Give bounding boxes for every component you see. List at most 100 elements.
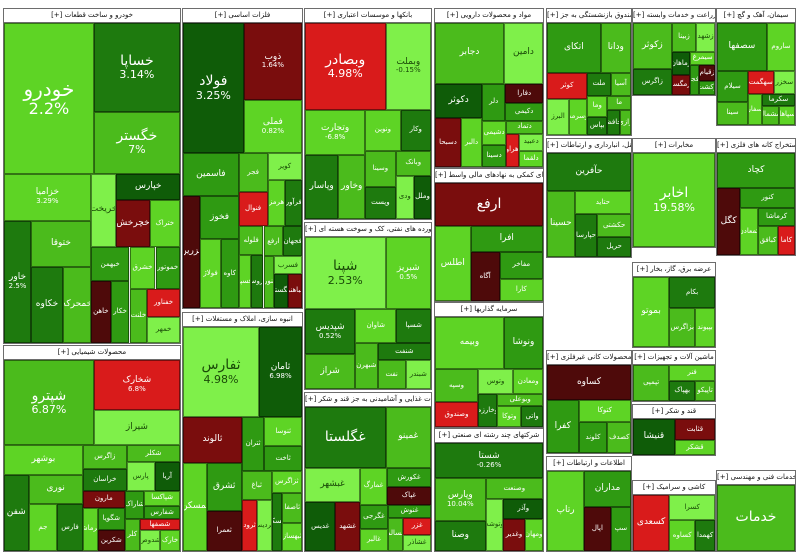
stock-tile[interactable]: فسرب	[273, 256, 302, 275]
stock-tile[interactable]: آگاه	[470, 252, 500, 301]
stock-tile[interactable]: شستا -0.26%	[435, 443, 543, 479]
stock-tile[interactable]: خکاوه	[31, 267, 63, 343]
stock-tile[interactable]: ثمسکن	[271, 493, 283, 551]
stock-tile[interactable]: شگویا	[97, 507, 125, 530]
stock-tile[interactable]: خساپا 3.14%	[93, 23, 180, 112]
sector-16[interactable]: [+] شرکتهای چند رشته ای صنعتی شستا -0.26% و…	[434, 428, 544, 552]
stock-tile[interactable]: رازی	[619, 110, 631, 135]
stock-tile[interactable]: نوری	[28, 474, 83, 504]
stock-tile[interactable]: دلقما	[519, 150, 543, 167]
stock-tile[interactable]: وتجارت -6.8%	[305, 109, 366, 156]
stock-tile[interactable]: کتوکا	[578, 400, 631, 423]
stock-tile[interactable]: خدمات	[717, 485, 795, 551]
stock-tile[interactable]: کسرا	[669, 495, 715, 521]
sector-header[interactable]: [+] سیمان، آهک و گچ	[717, 9, 795, 23]
stock-tile[interactable]: اپال	[584, 506, 611, 551]
sector-header[interactable]: [+] انبوه سازی، املاک و مستغلات	[183, 313, 302, 327]
stock-tile[interactable]: دکوثر	[435, 83, 483, 119]
stock-tile[interactable]: قنیشا	[633, 419, 675, 455]
stock-tile[interactable]: خبهمن	[90, 247, 130, 282]
stock-tile[interactable]: زکوثر	[633, 23, 672, 69]
stock-tile[interactable]: شبهرن	[355, 343, 378, 389]
sector-header[interactable]: [+] فلزات اساسی	[183, 9, 302, 23]
stock-tile[interactable]: فولاد 3.25%	[183, 23, 244, 154]
stock-tile[interactable]: غشهد	[335, 502, 360, 551]
sector-4[interactable]: [+] بیمه و صندوق بازنشستگی به جز اتکای ودا…	[546, 8, 632, 136]
sector-header[interactable]: [+] محصولات شیمیایی	[4, 346, 180, 360]
stock-tile[interactable]: کفرا	[547, 400, 579, 453]
stock-tile[interactable]: شاراک	[124, 491, 145, 520]
stock-tile[interactable]: دتماد	[506, 120, 543, 134]
stock-tile[interactable]: زشهد	[696, 23, 715, 52]
stock-tile[interactable]: خمهر	[147, 316, 180, 343]
stock-tile[interactable]: ثعمرا	[206, 510, 242, 551]
stock-tile[interactable]: زبینا	[671, 23, 697, 52]
stock-tile[interactable]: دالبر	[461, 118, 483, 167]
stock-tile[interactable]: خمحرکه	[62, 267, 91, 343]
stock-tile[interactable]: شفارس	[144, 505, 180, 520]
stock-tile[interactable]: آسیا	[610, 72, 631, 96]
stock-tile[interactable]: وتوشه	[485, 498, 504, 551]
stock-tile[interactable]: دلر	[482, 83, 506, 121]
stock-tile[interactable]: کارا	[499, 278, 543, 301]
stock-tile[interactable]: دسینا	[482, 145, 507, 167]
stock-tile[interactable]: ثبهساز	[282, 523, 302, 551]
stock-tile[interactable]: دجابر	[435, 23, 504, 84]
stock-tile[interactable]: ما	[607, 95, 631, 111]
stock-tile[interactable]: ثفارس 4.98%	[183, 327, 260, 418]
stock-tile[interactable]: شخارک 6.8%	[93, 360, 180, 411]
stock-tile[interactable]: غدیس	[305, 502, 336, 551]
stock-tile[interactable]: فنوال	[238, 191, 268, 227]
stock-tile[interactable]: شکلر	[126, 445, 180, 462]
stock-tile[interactable]: ثرود	[241, 500, 258, 551]
stock-tile[interactable]: هرمز	[267, 179, 286, 227]
stock-tile[interactable]: زاگرس	[633, 69, 672, 95]
sector-header[interactable]: [+] مخابرات	[633, 139, 715, 153]
stock-tile[interactable]: کچاد	[717, 153, 795, 189]
stock-tile[interactable]: بکام	[669, 277, 715, 309]
stock-tile[interactable]: کساوه	[669, 520, 696, 551]
sector-7[interactable]: [+] مخابرات اخابر 19.58%	[632, 138, 716, 248]
stock-tile[interactable]: ساروم	[766, 23, 795, 72]
stock-tile[interactable]: وسپه	[435, 368, 478, 402]
stock-tile[interactable]: وملل	[414, 175, 431, 219]
stock-tile[interactable]: مداران	[584, 471, 631, 507]
stock-tile[interactable]: غگرجی	[359, 504, 388, 529]
stock-tile[interactable]: فخوز	[200, 196, 239, 239]
stock-tile[interactable]: خپارس	[116, 173, 180, 201]
stock-tile[interactable]: شیراز	[93, 410, 180, 446]
sector-0[interactable]: [+] خودرو و ساخت قطعات خودرو 2.2% خساپا 3.14…	[3, 8, 181, 344]
sector-header[interactable]: [+] ماشین آلات و تجهیزات	[633, 351, 715, 365]
stock-tile[interactable]: ثزاگرس	[271, 471, 302, 494]
sector-header[interactable]: [+] بیمه و صندوق بازنشستگی به جز	[547, 9, 631, 23]
stock-tile[interactable]: زمگسا	[671, 75, 691, 95]
stock-tile[interactable]: فلوله	[238, 226, 264, 256]
sector-header[interactable]: [+] حمل ونقل، انبارداری و ارتباطات	[547, 139, 631, 153]
stock-tile[interactable]: غگلستا	[305, 407, 386, 468]
sector-header[interactable]: [+] شرکتهای چند رشته ای صنعتی	[435, 429, 543, 443]
stock-tile[interactable]: سصفها	[717, 23, 767, 72]
stock-tile[interactable]: سپ	[610, 506, 631, 551]
stock-tile[interactable]: حسینا	[547, 191, 575, 257]
stock-tile[interactable]: وکار	[400, 109, 431, 151]
stock-tile[interactable]: سخزر	[773, 71, 795, 95]
stock-tile[interactable]: ذوب 1.64%	[243, 23, 302, 100]
stock-tile[interactable]: سشمال	[761, 105, 780, 125]
stock-tile[interactable]: ثامان 6.98%	[259, 327, 302, 418]
stock-tile[interactable]: کبافق	[758, 226, 778, 255]
stock-tile[interactable]: کاوه	[220, 238, 239, 308]
stock-tile[interactable]: فروس	[251, 255, 264, 308]
sector-20[interactable]: [+] عرضه برق، گاز، بخار بموتو بکام بزاگرس بپ…	[632, 262, 716, 348]
stock-tile[interactable]: نفت	[377, 360, 406, 389]
sector-5[interactable]: [+] زراعت و خدمات وابسته زکوثر زاگرس زبینا ز…	[632, 8, 716, 96]
sector-header[interactable]: [+] خدمات فنی و مهندسی	[717, 471, 795, 485]
sector-13[interactable]: [+] محصولات شیمیایی شپترو 6.87% شخارک 6.8% شی…	[3, 345, 181, 552]
stock-tile[interactable]: خکار	[110, 281, 130, 343]
stock-tile[interactable]: ودی	[395, 175, 414, 219]
sector-header[interactable]: [+] زراعت و خدمات وابسته	[633, 9, 715, 23]
stock-tile[interactable]: فنر	[669, 365, 715, 382]
sector-header[interactable]: [+] فعالیتهای کمکی به نهادهای مالی واسط	[435, 169, 543, 183]
stock-tile[interactable]: سینا	[717, 101, 749, 125]
stock-tile[interactable]: وبیمه	[435, 317, 504, 369]
sector-12[interactable]: [+] انبوه سازی، املاک و مستغلات ثفارس 4.98…	[182, 312, 303, 552]
